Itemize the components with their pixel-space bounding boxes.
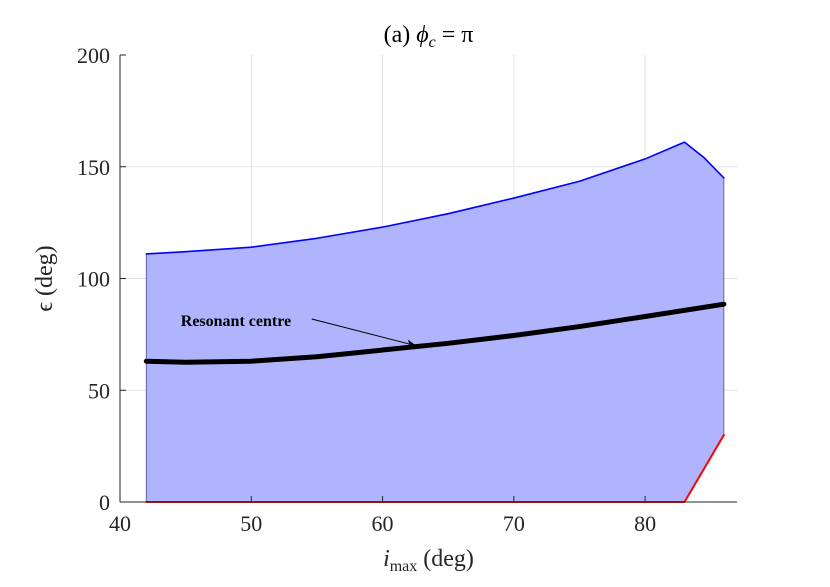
- y-tick-label: 200: [77, 43, 110, 68]
- upper-bound-line: [145, 141, 725, 255]
- tick-labels: 40 50 60 70 80 0 50 100 150 200: [77, 43, 656, 536]
- xlabel-symbol: i: [383, 546, 390, 572]
- y-tick-label: 0: [99, 490, 110, 515]
- title-symbol: ϕ: [416, 22, 428, 48]
- xlabel-subscript: max: [390, 558, 418, 575]
- x-tick-label: 60: [372, 511, 394, 536]
- y-tick-label: 150: [77, 155, 110, 180]
- x-tick-label: 80: [634, 511, 656, 536]
- title-subscript: c: [429, 34, 436, 51]
- x-tick-label: 40: [109, 511, 131, 536]
- x-tick-label: 50: [240, 511, 262, 536]
- annotation: Resonant centre: [181, 313, 417, 348]
- title-suffix: = π: [436, 22, 474, 48]
- y-tick-label: 50: [88, 378, 110, 403]
- y-tick-label: 100: [77, 267, 110, 292]
- y-axis-label: ϵ (deg): [32, 245, 58, 311]
- annotation-resonant-centre: Resonant centre: [181, 313, 291, 330]
- x-tick-label: 70: [503, 511, 525, 536]
- chart-title: (a) ϕc = π: [384, 22, 474, 51]
- title-prefix: (a): [384, 22, 417, 48]
- feasible-region-fill: [146, 142, 724, 502]
- annotation-arrow: [311, 318, 417, 348]
- x-axis-label: imax (deg): [383, 546, 474, 575]
- xlabel-suffix: (deg): [417, 546, 474, 572]
